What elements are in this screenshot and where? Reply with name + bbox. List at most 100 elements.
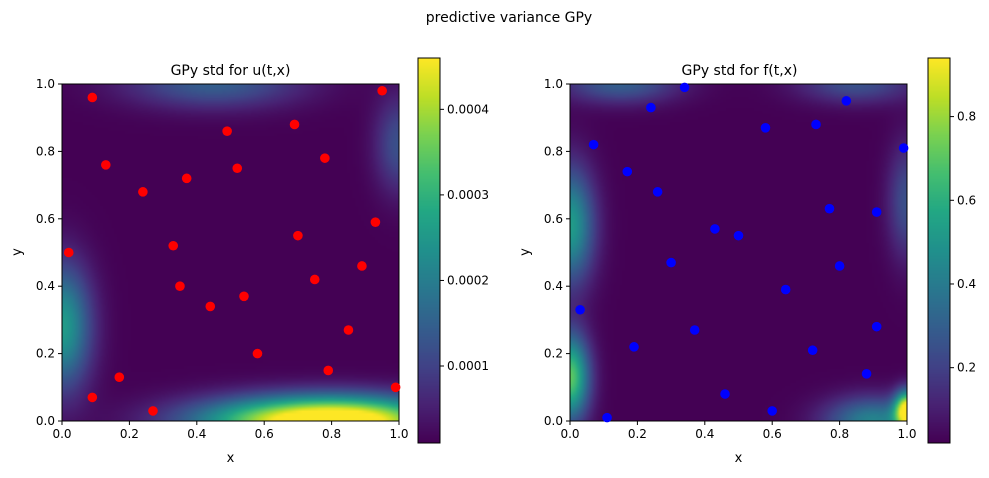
x-tick-label: 0.4 <box>695 427 714 441</box>
figure-suptitle: predictive variance GPy <box>426 10 592 26</box>
data-point <box>652 187 663 197</box>
y-axis-ticks: 0.0 0.2 0.4 0.6 0.8 1.0 <box>544 77 570 428</box>
data-point <box>87 92 98 103</box>
observation-points <box>63 85 401 416</box>
data-point <box>63 247 74 258</box>
colorbar-gradient <box>418 58 440 443</box>
x-tick-label: 0.4 <box>187 427 206 441</box>
colorbar-frame <box>417 57 441 444</box>
data-point <box>767 406 777 416</box>
y-axis-label: y <box>518 248 533 256</box>
x-tick-label: 0.0 <box>52 427 71 441</box>
x-tick-label: 0.2 <box>628 427 647 441</box>
data-point <box>646 102 656 113</box>
x-tick-label: 1.0 <box>897 427 916 441</box>
data-point <box>370 217 381 227</box>
colorbar-tick-label: 0.8 <box>957 110 976 124</box>
x-tick-label: 0.8 <box>830 427 849 441</box>
y-tick-label: 0.4 <box>544 279 563 293</box>
colorbar-tick-label: 0.2 <box>957 361 976 375</box>
data-point <box>588 139 599 150</box>
data-point <box>205 301 216 312</box>
data-point <box>602 412 612 423</box>
x-tick-label: 0.6 <box>255 427 274 441</box>
y-tick-label: 0.4 <box>36 279 55 293</box>
y-tick-label: 1.0 <box>36 77 55 91</box>
observation-points <box>575 82 909 423</box>
colorbar-tick-label: 0.0002 <box>447 273 489 287</box>
data-point <box>252 348 263 359</box>
data-point <box>861 369 872 379</box>
data-point <box>343 325 354 335</box>
y-tick-label: 0.6 <box>36 212 55 226</box>
y-tick-label: 0.8 <box>36 144 55 158</box>
data-point <box>898 143 909 153</box>
data-point <box>138 187 148 197</box>
colorbar-tick-label: 0.4 <box>957 277 976 291</box>
axes-frame <box>61 83 400 422</box>
y-tick-label: 0.0 <box>544 414 563 428</box>
data-point <box>309 274 320 285</box>
x-axis-label: x <box>735 451 743 466</box>
data-point <box>293 230 303 241</box>
data-point <box>168 240 179 251</box>
data-point <box>175 281 185 292</box>
data-point <box>357 261 367 271</box>
data-point <box>101 160 111 170</box>
data-point <box>390 382 401 393</box>
subplot-title: GPy std for u(t,x) <box>171 63 291 79</box>
data-point <box>807 345 818 356</box>
x-tick-label: 1.0 <box>389 427 408 441</box>
data-point <box>720 389 730 399</box>
data-point <box>114 372 125 382</box>
x-tick-label: 0.2 <box>120 427 139 441</box>
data-point <box>575 304 585 315</box>
y-axis-ticks: 0.0 0.2 0.4 0.6 0.8 1.0 <box>36 77 62 428</box>
data-point <box>666 257 676 268</box>
data-point <box>871 207 882 217</box>
x-axis-ticks: 0.0 0.2 0.4 0.6 0.8 1.0 <box>52 421 409 441</box>
colorbar-tick-label: 0.0004 <box>447 102 489 116</box>
y-tick-label: 0.8 <box>544 144 563 158</box>
y-axis-label: y <box>10 248 25 256</box>
y-tick-label: 0.2 <box>544 347 563 361</box>
colorbar-ticks: 0.2 0.4 0.6 0.8 <box>950 110 976 375</box>
data-point <box>679 82 690 93</box>
data-point <box>689 325 700 335</box>
data-point <box>148 406 158 416</box>
data-point <box>323 365 334 376</box>
data-point <box>239 291 249 302</box>
colorbar-tick-label: 0.0003 <box>447 188 489 202</box>
data-point <box>834 261 845 271</box>
colorbar-gradient <box>928 58 950 443</box>
colorbar-tick-label: 0.0001 <box>447 359 489 373</box>
subplot-title: GPy std for f(t,x) <box>682 63 798 79</box>
data-point <box>824 203 835 214</box>
subplot-u: GPy std for u(t,x) 0.0 0.2 0.4 0.6 0.8 1.0 0.… <box>10 57 489 466</box>
data-point <box>629 342 639 352</box>
data-point <box>733 230 744 241</box>
data-point <box>871 321 882 332</box>
x-tick-label: 0.0 <box>560 427 579 441</box>
y-tick-label: 0.0 <box>36 414 55 428</box>
x-axis-ticks: 0.0 0.2 0.4 0.6 0.8 1.0 <box>560 421 917 441</box>
data-point <box>377 85 387 96</box>
data-point <box>622 166 633 177</box>
heatmap-image <box>570 84 907 421</box>
y-tick-label: 0.2 <box>36 347 55 361</box>
data-point <box>710 224 720 234</box>
y-tick-label: 0.6 <box>544 212 563 226</box>
data-point <box>222 126 232 136</box>
data-point <box>841 96 852 106</box>
data-point <box>780 284 791 295</box>
x-axis-label: x <box>227 451 235 466</box>
data-point <box>811 119 821 130</box>
data-point <box>760 123 771 133</box>
y-tick-label: 1.0 <box>544 77 563 91</box>
data-point <box>87 392 98 403</box>
data-point <box>181 173 192 184</box>
data-point <box>320 153 330 163</box>
colorbar-frame <box>927 57 951 444</box>
data-point <box>232 163 243 174</box>
